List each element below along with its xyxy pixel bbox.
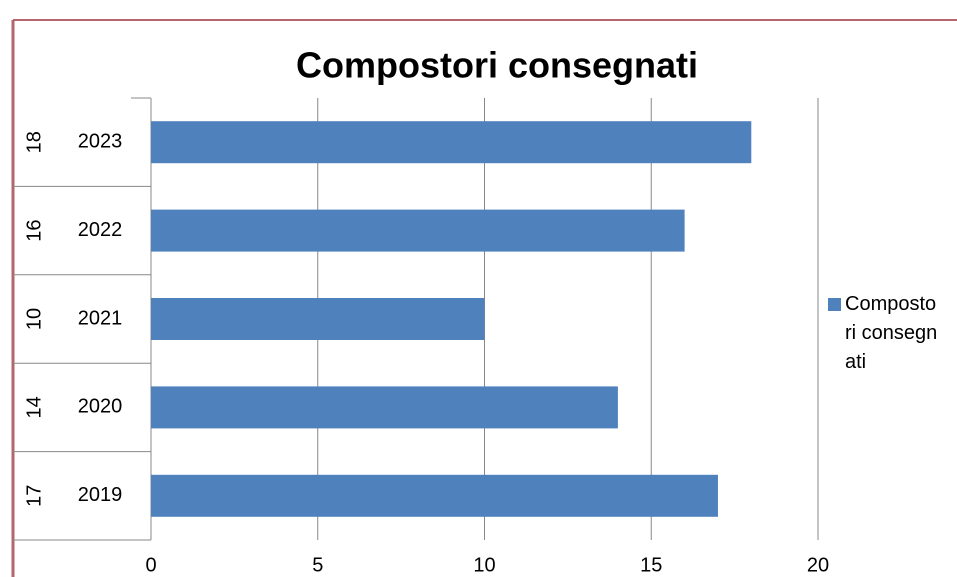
y-group-label: 14 (23, 396, 45, 418)
bar (151, 474, 718, 517)
y-group-label: 16 (23, 219, 45, 241)
y-tick-label: 2020 (78, 396, 123, 418)
x-tick-label: 5 (312, 554, 323, 576)
legend-swatch (828, 298, 841, 311)
x-tick-label: 0 (145, 554, 156, 576)
y-tick-label: 2019 (78, 484, 123, 506)
y-tick-label: 2022 (78, 219, 123, 241)
y-tick-label: 2023 (78, 130, 123, 152)
bar (151, 121, 752, 164)
x-tick-label: 10 (473, 554, 495, 576)
x-tick-label: 15 (640, 554, 662, 576)
y-group-label: 18 (23, 131, 45, 153)
y-group-label: 17 (23, 485, 45, 507)
bar (151, 298, 485, 340)
y-group-label: 10 (23, 308, 45, 330)
chart-title: Compostori consegnati (296, 45, 698, 86)
y-tick-label: 2021 (78, 307, 123, 329)
bar (151, 209, 685, 252)
legend-label: Compostori consegnati (845, 293, 938, 373)
x-tick-label: 20 (807, 554, 829, 576)
bar (151, 386, 618, 429)
